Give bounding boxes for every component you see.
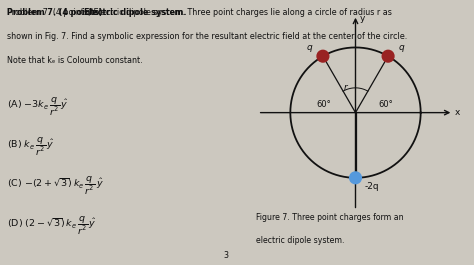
Text: q: q xyxy=(398,43,404,52)
Text: Note that kₑ is Coloumb constant.: Note that kₑ is Coloumb constant. xyxy=(7,56,143,65)
Text: x: x xyxy=(455,108,460,117)
Text: q: q xyxy=(307,43,313,52)
Text: Electric dipole system.: Electric dipole system. xyxy=(84,8,186,17)
Text: (A) $-3k_e\,\dfrac{q}{r^2}\,\hat{y}$: (A) $-3k_e\,\dfrac{q}{r^2}\,\hat{y}$ xyxy=(7,95,69,118)
Text: -2q: -2q xyxy=(365,182,379,191)
Text: y: y xyxy=(359,14,365,23)
Text: Figure 7. Three point charges form an: Figure 7. Three point charges form an xyxy=(255,213,403,222)
Text: (C) $-(2+\sqrt{3})\,k_e\,\dfrac{q}{r^2}\,\hat{y}$: (C) $-(2+\sqrt{3})\,k_e\,\dfrac{q}{r^2}\… xyxy=(7,175,104,197)
Text: 60°: 60° xyxy=(379,100,393,109)
Text: (B) $k_e\,\dfrac{q}{r^2}\,\hat{y}$: (B) $k_e\,\dfrac{q}{r^2}\,\hat{y}$ xyxy=(7,135,55,157)
Text: Problem 7. (4 points): Problem 7. (4 points) xyxy=(7,8,103,17)
Circle shape xyxy=(350,172,361,184)
Text: Problem 7. (4 points) Electric dipole system. Three point charges lie along a ci: Problem 7. (4 points) Electric dipole sy… xyxy=(7,8,392,17)
Circle shape xyxy=(317,50,329,62)
Text: electric dipole system.: electric dipole system. xyxy=(255,236,344,245)
Text: shown in Fig. 7. Find a symbolic expression for the resultant electric field at : shown in Fig. 7. Find a symbolic express… xyxy=(7,32,408,41)
Circle shape xyxy=(382,50,394,62)
Text: 3: 3 xyxy=(223,251,228,260)
Text: (D) $(2-\sqrt{3})\,k_e\,\dfrac{q}{r^2}\,\hat{y}$: (D) $(2-\sqrt{3})\,k_e\,\dfrac{q}{r^2}\,… xyxy=(7,215,97,237)
Text: r: r xyxy=(344,83,347,92)
Text: 60°: 60° xyxy=(317,100,332,109)
